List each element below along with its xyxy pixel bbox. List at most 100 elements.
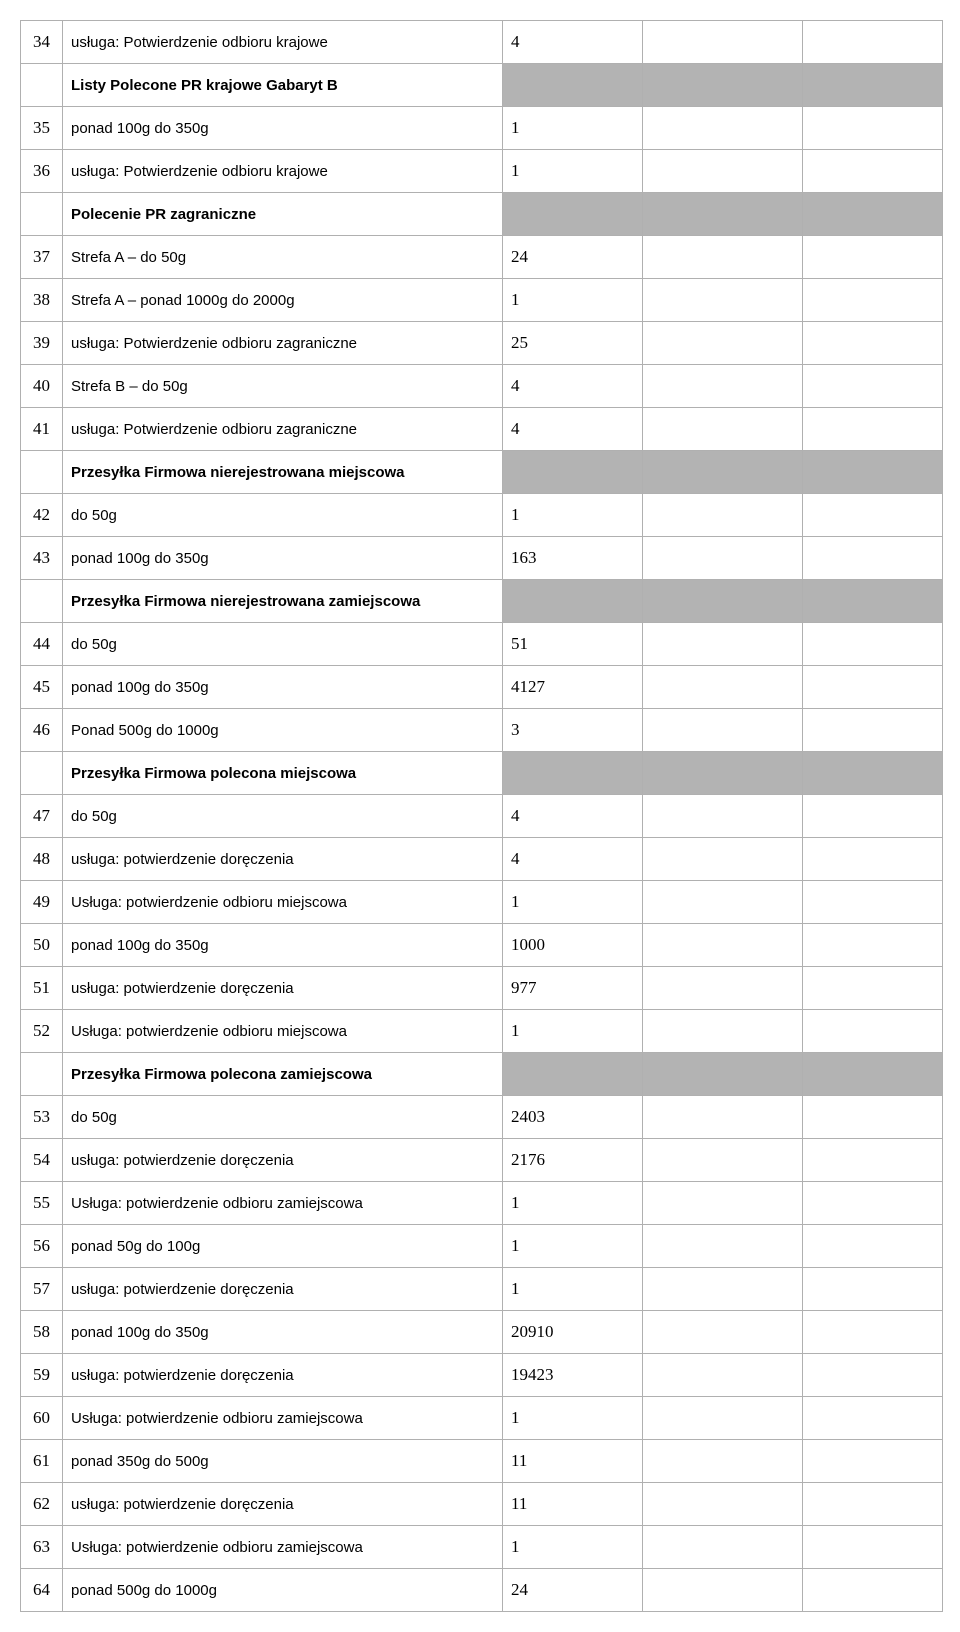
row-number: [21, 752, 63, 795]
empty-cell: [643, 537, 803, 580]
section-header-row: Listy Polecone PR krajowe Gabaryt B: [21, 64, 943, 107]
empty-cell: [643, 1569, 803, 1612]
row-number: 50: [21, 924, 63, 967]
quantity-value: [503, 580, 643, 623]
quantity-value: 1: [503, 1010, 643, 1053]
row-number: 61: [21, 1440, 63, 1483]
table-row: 43ponad 100g do 350g163: [21, 537, 943, 580]
service-description: usługa: potwierdzenie doręczenia: [63, 1139, 503, 1182]
row-number: 34: [21, 21, 63, 64]
quantity-value: 1: [503, 1526, 643, 1569]
row-number: [21, 64, 63, 107]
quantity-value: 4: [503, 408, 643, 451]
empty-cell: [643, 1053, 803, 1096]
table-row: 50ponad 100g do 350g1000: [21, 924, 943, 967]
row-number: 51: [21, 967, 63, 1010]
empty-cell: [803, 752, 943, 795]
row-number: 49: [21, 881, 63, 924]
service-description: do 50g: [63, 494, 503, 537]
service-description: ponad 100g do 350g: [63, 924, 503, 967]
table-row: 41usługa: Potwierdzenie odbioru zagranic…: [21, 408, 943, 451]
service-description: usługa: Potwierdzenie odbioru zagraniczn…: [63, 408, 503, 451]
empty-cell: [803, 1526, 943, 1569]
empty-cell: [643, 1526, 803, 1569]
table-row: 52Usługa: potwierdzenie odbioru miejscow…: [21, 1010, 943, 1053]
table-row: 36usługa: Potwierdzenie odbioru krajowe1: [21, 150, 943, 193]
table-row: 53do 50g2403: [21, 1096, 943, 1139]
service-description: ponad 500g do 1000g: [63, 1569, 503, 1612]
quantity-value: 1000: [503, 924, 643, 967]
empty-cell: [643, 365, 803, 408]
table-row: 46Ponad 500g do 1000g3: [21, 709, 943, 752]
empty-cell: [643, 709, 803, 752]
quantity-value: 1: [503, 1225, 643, 1268]
empty-cell: [803, 1483, 943, 1526]
empty-cell: [643, 924, 803, 967]
row-number: 56: [21, 1225, 63, 1268]
service-description: do 50g: [63, 623, 503, 666]
quantity-value: 11: [503, 1440, 643, 1483]
empty-cell: [803, 666, 943, 709]
empty-cell: [803, 1053, 943, 1096]
row-number: 59: [21, 1354, 63, 1397]
table-row: 35ponad 100g do 350g1: [21, 107, 943, 150]
empty-cell: [803, 107, 943, 150]
service-description: Strefa A – do 50g: [63, 236, 503, 279]
empty-cell: [803, 838, 943, 881]
empty-cell: [803, 494, 943, 537]
quantity-value: 4: [503, 795, 643, 838]
row-number: [21, 451, 63, 494]
section-title: Listy Polecone PR krajowe Gabaryt B: [63, 64, 503, 107]
empty-cell: [643, 967, 803, 1010]
table-row: 64ponad 500g do 1000g24: [21, 1569, 943, 1612]
empty-cell: [643, 150, 803, 193]
row-number: 42: [21, 494, 63, 537]
empty-cell: [643, 881, 803, 924]
service-description: ponad 100g do 350g: [63, 537, 503, 580]
service-description: usługa: Potwierdzenie odbioru krajowe: [63, 21, 503, 64]
service-description: usługa: potwierdzenie doręczenia: [63, 1483, 503, 1526]
table-row: 54usługa: potwierdzenie doręczenia2176: [21, 1139, 943, 1182]
empty-cell: [643, 451, 803, 494]
quantity-value: 4127: [503, 666, 643, 709]
empty-cell: [643, 1311, 803, 1354]
empty-cell: [643, 1139, 803, 1182]
quantity-value: [503, 193, 643, 236]
row-number: 36: [21, 150, 63, 193]
empty-cell: [643, 64, 803, 107]
quantity-value: 1: [503, 107, 643, 150]
empty-cell: [643, 494, 803, 537]
empty-cell: [803, 1397, 943, 1440]
empty-cell: [803, 623, 943, 666]
section-title: Przesyłka Firmowa nierejestrowana zamiej…: [63, 580, 503, 623]
row-number: 63: [21, 1526, 63, 1569]
row-number: 60: [21, 1397, 63, 1440]
table-row: 48usługa: potwierdzenie doręczenia4: [21, 838, 943, 881]
quantity-value: 163: [503, 537, 643, 580]
quantity-value: 51: [503, 623, 643, 666]
empty-cell: [643, 322, 803, 365]
empty-cell: [643, 1354, 803, 1397]
empty-cell: [803, 1182, 943, 1225]
empty-cell: [803, 1225, 943, 1268]
empty-cell: [643, 279, 803, 322]
empty-cell: [803, 21, 943, 64]
quantity-value: 11: [503, 1483, 643, 1526]
row-number: 41: [21, 408, 63, 451]
table-row: 44do 50g51: [21, 623, 943, 666]
table-row: 57usługa: potwierdzenie doręczenia1: [21, 1268, 943, 1311]
empty-cell: [643, 1182, 803, 1225]
empty-cell: [803, 795, 943, 838]
table-row: 63Usługa: potwierdzenie odbioru zamiejsc…: [21, 1526, 943, 1569]
empty-cell: [643, 236, 803, 279]
table-row: 58ponad 100g do 350g20910: [21, 1311, 943, 1354]
empty-cell: [803, 967, 943, 1010]
row-number: 55: [21, 1182, 63, 1225]
quantity-value: [503, 451, 643, 494]
table-row: 40Strefa B – do 50g4: [21, 365, 943, 408]
quantity-value: [503, 1053, 643, 1096]
empty-cell: [803, 1010, 943, 1053]
row-number: 45: [21, 666, 63, 709]
row-number: 58: [21, 1311, 63, 1354]
service-description: Strefa A – ponad 1000g do 2000g: [63, 279, 503, 322]
